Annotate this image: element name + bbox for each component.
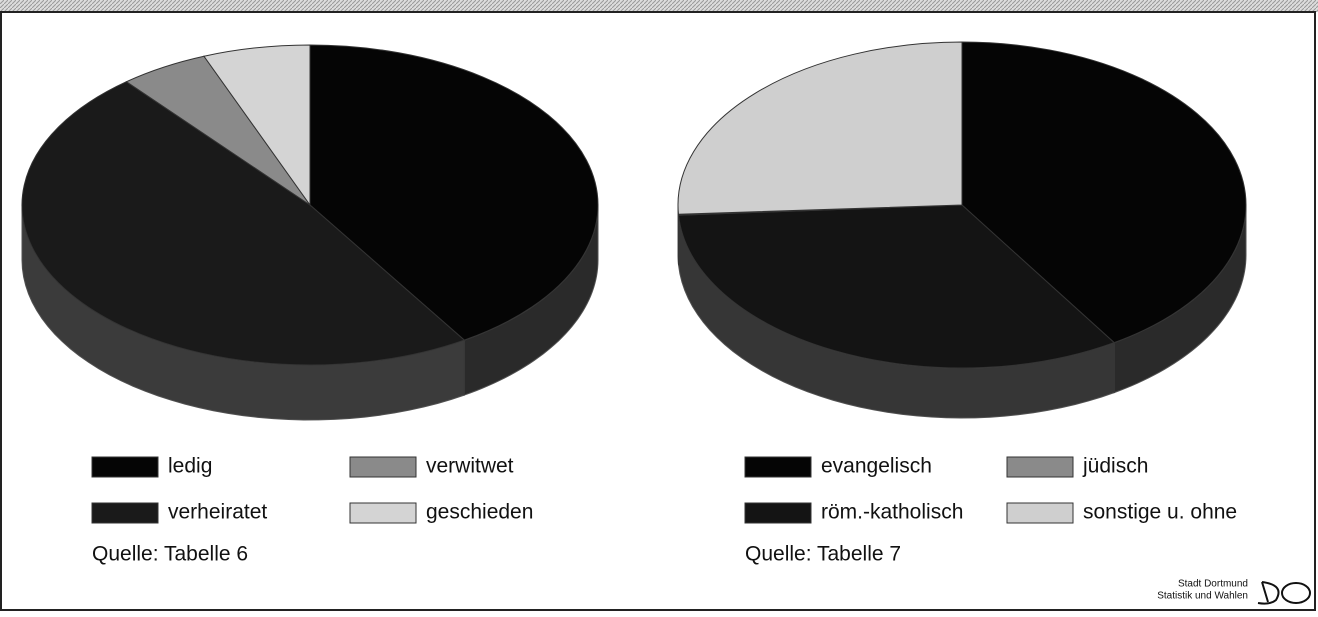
legend-label: verwitwet — [426, 455, 514, 478]
legend-label: ledig — [168, 455, 212, 478]
footer-line1: Stadt Dortmund — [1178, 579, 1248, 590]
legend-label: jüdisch — [1082, 455, 1148, 478]
legend-swatch — [92, 503, 158, 523]
footer-line2: Statistik und Wahlen — [1157, 591, 1248, 602]
pie-slice — [678, 42, 962, 214]
legend-label: geschieden — [426, 501, 533, 524]
legend-label: sonstige u. ohne — [1083, 501, 1237, 524]
legend-swatch — [92, 457, 158, 477]
header-strip — [0, 0, 1318, 12]
legend-label: evangelisch — [821, 455, 932, 478]
legend-swatch — [1007, 503, 1073, 523]
legend-label: verheiratet — [168, 501, 267, 524]
legend-swatch — [1007, 457, 1073, 477]
legend-swatch — [745, 457, 811, 477]
source-note: Quelle: Tabelle 7 — [745, 543, 901, 566]
legend-swatch — [350, 503, 416, 523]
legend-swatch — [350, 457, 416, 477]
legend-swatch — [745, 503, 811, 523]
logo — [1258, 582, 1310, 604]
legend-label: röm.-katholisch — [821, 501, 963, 524]
source-note: Quelle: Tabelle 6 — [92, 543, 248, 566]
